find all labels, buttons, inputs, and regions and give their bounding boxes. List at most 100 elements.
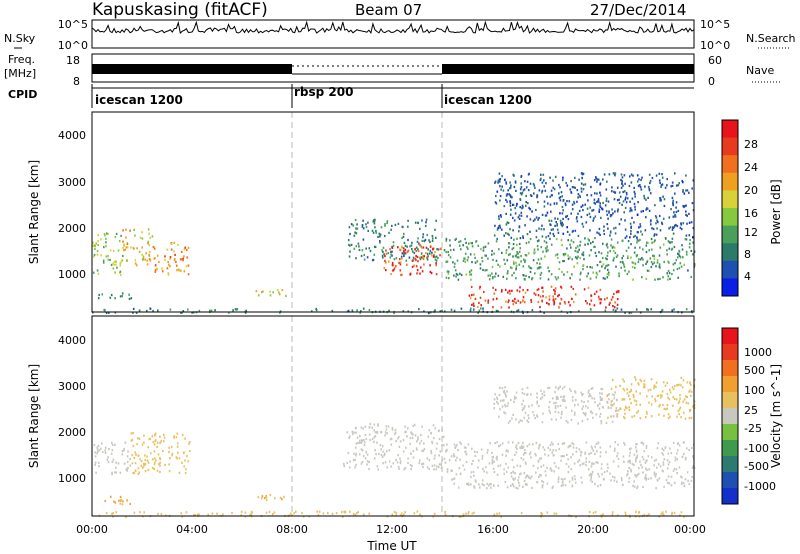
velocity-cell bbox=[628, 477, 631, 480]
velocity-cell bbox=[591, 463, 593, 466]
velocity-cell bbox=[607, 466, 609, 469]
power-cell bbox=[614, 174, 616, 177]
power-cell bbox=[492, 306, 494, 309]
power-cell bbox=[139, 236, 142, 239]
power-cell bbox=[550, 243, 553, 246]
velocity-cell bbox=[675, 468, 678, 471]
velocity-bar-swatch bbox=[722, 344, 738, 361]
velocity-panel: 4000 3000 2000 1000 Slant Range [km] bbox=[27, 315, 696, 519]
power-cell bbox=[399, 263, 402, 266]
power-cell bbox=[539, 266, 542, 269]
velocity-cell bbox=[571, 396, 574, 399]
velocity-cell bbox=[506, 404, 509, 408]
velocity-cell bbox=[499, 464, 502, 467]
velocity-cell bbox=[159, 456, 161, 459]
power-cell bbox=[580, 182, 583, 185]
power-cell bbox=[454, 269, 457, 272]
power-cell bbox=[660, 184, 663, 187]
velocity-cell bbox=[536, 392, 538, 395]
velocity-cell bbox=[557, 443, 560, 446]
power-cell bbox=[537, 218, 539, 221]
power-cell bbox=[390, 250, 392, 253]
velocity-cell bbox=[609, 472, 611, 475]
power-cell bbox=[382, 246, 385, 249]
power-cell bbox=[640, 210, 643, 213]
power-cell bbox=[558, 267, 560, 271]
power-cell bbox=[594, 237, 596, 240]
power-cell bbox=[550, 219, 553, 222]
velocity-cell bbox=[144, 470, 147, 473]
power-cell bbox=[625, 193, 628, 196]
power-cell bbox=[180, 269, 182, 272]
power-cell bbox=[384, 224, 386, 227]
velocity-cell bbox=[111, 512, 113, 515]
power-cell bbox=[681, 244, 683, 247]
velocity-cell bbox=[240, 510, 243, 513]
velocity-cell bbox=[581, 462, 584, 466]
power-cell bbox=[94, 247, 96, 250]
velocity-cell bbox=[565, 462, 568, 466]
power-cell bbox=[434, 250, 436, 254]
velocity-cell bbox=[147, 446, 149, 449]
velocity-cell bbox=[112, 515, 114, 518]
power-cell bbox=[618, 198, 620, 201]
freq-label-1: Freq. bbox=[8, 53, 35, 66]
velocity-cell bbox=[498, 445, 500, 448]
power-bar-tick-8: 8 bbox=[744, 248, 751, 261]
power-cell bbox=[579, 256, 581, 260]
power-cell bbox=[650, 248, 653, 251]
velocity-cell bbox=[403, 468, 405, 471]
power-cell bbox=[582, 251, 585, 254]
velocity-cell bbox=[606, 401, 609, 404]
velocity-cell bbox=[371, 437, 374, 440]
power-cell bbox=[429, 245, 432, 248]
velocity-cell bbox=[662, 453, 665, 456]
power-cell bbox=[486, 269, 488, 272]
power-cell bbox=[552, 298, 555, 301]
power-cell bbox=[399, 261, 402, 264]
power-cell bbox=[449, 244, 451, 247]
power-cell bbox=[421, 256, 424, 259]
power-cell bbox=[423, 310, 425, 313]
power-cell bbox=[537, 248, 539, 251]
velocity-cell bbox=[156, 441, 159, 444]
velocity-cell bbox=[143, 462, 145, 465]
power-cell bbox=[518, 263, 521, 266]
velocity-cell bbox=[580, 391, 582, 394]
power-cell bbox=[685, 308, 688, 311]
power-cell bbox=[465, 241, 467, 244]
velocity-cell bbox=[678, 400, 681, 403]
velocity-cell bbox=[157, 453, 160, 456]
power-cell bbox=[484, 299, 487, 302]
velocity-cell bbox=[132, 444, 135, 447]
velocity-cell bbox=[144, 462, 147, 466]
velocity-cell bbox=[583, 401, 585, 404]
velocity-cell bbox=[606, 463, 609, 466]
velocity-cell bbox=[104, 451, 107, 454]
power-cell bbox=[609, 234, 611, 237]
power-cell bbox=[534, 293, 537, 296]
power-cell bbox=[562, 260, 564, 263]
power-cell bbox=[465, 273, 468, 276]
velocity-cell bbox=[661, 447, 663, 450]
power-cell bbox=[513, 238, 515, 241]
power-cell bbox=[636, 174, 639, 177]
velocity-cell bbox=[511, 483, 514, 486]
power-cell bbox=[485, 254, 487, 257]
power-cell bbox=[613, 190, 615, 193]
power-cell bbox=[589, 229, 591, 232]
power-cell bbox=[646, 259, 649, 262]
power-cell bbox=[102, 259, 105, 262]
power-cell bbox=[596, 192, 598, 195]
velocity-cell bbox=[500, 515, 502, 518]
velocity-cell bbox=[685, 456, 687, 459]
power-cell bbox=[631, 216, 633, 219]
power-cell bbox=[495, 202, 498, 205]
velocity-cell bbox=[369, 438, 371, 442]
power-cell bbox=[449, 249, 452, 252]
power-cell bbox=[662, 217, 665, 220]
power-cell bbox=[281, 289, 284, 292]
power-cell bbox=[142, 255, 145, 258]
velocity-cell bbox=[498, 512, 501, 515]
velocity-bar-swatch bbox=[722, 392, 738, 409]
